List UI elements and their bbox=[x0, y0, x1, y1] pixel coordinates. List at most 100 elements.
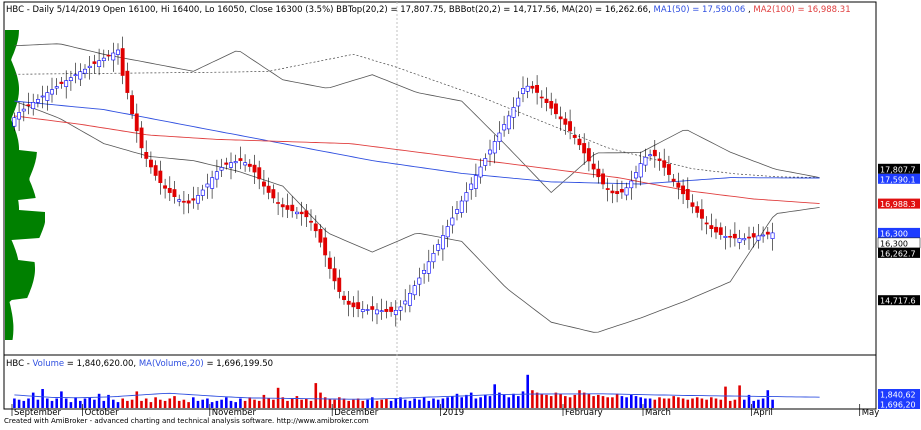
candle-body-up bbox=[422, 269, 426, 274]
candle-body-up bbox=[464, 192, 469, 202]
candle-body-down bbox=[671, 178, 676, 182]
candle bbox=[483, 153, 488, 171]
candle bbox=[601, 168, 606, 190]
candle-body-down bbox=[610, 190, 615, 194]
candle-body-up bbox=[469, 183, 474, 190]
candle bbox=[445, 219, 450, 248]
candle bbox=[596, 160, 601, 184]
candle-body-up bbox=[440, 235, 445, 250]
candle bbox=[398, 300, 403, 321]
candle bbox=[257, 160, 262, 190]
candle-body-down bbox=[384, 308, 389, 312]
candle bbox=[469, 177, 474, 200]
candle-body-down bbox=[718, 227, 723, 235]
candle bbox=[224, 157, 229, 170]
price-label-text: 16,262.7 bbox=[880, 249, 916, 258]
candle-body-down bbox=[596, 168, 601, 178]
candle bbox=[92, 54, 97, 74]
candle bbox=[765, 227, 770, 240]
candle-body-up bbox=[398, 306, 403, 311]
candle bbox=[619, 180, 624, 199]
candle-body-up bbox=[487, 149, 492, 155]
candle-body-up bbox=[214, 171, 219, 180]
candle bbox=[577, 134, 582, 150]
candle-body-up bbox=[629, 180, 634, 189]
candle-body-up bbox=[450, 217, 455, 226]
candle-body-up bbox=[21, 108, 26, 112]
candle bbox=[704, 216, 709, 235]
candle-body-down bbox=[323, 237, 328, 256]
candle-body-down bbox=[134, 113, 139, 132]
candle bbox=[318, 224, 323, 248]
candle-body-up bbox=[101, 57, 106, 61]
candle bbox=[389, 302, 394, 317]
candle-body-down bbox=[327, 257, 332, 269]
candle bbox=[530, 81, 535, 94]
candle bbox=[97, 48, 102, 76]
volume-ma-header-label: MA(Volume,20) bbox=[139, 359, 204, 369]
candle-body-up bbox=[78, 71, 83, 80]
volume-header-label: Volume bbox=[32, 359, 64, 369]
candle-body-down bbox=[662, 160, 667, 168]
volume-panel-frame bbox=[3, 354, 877, 410]
candle bbox=[200, 184, 205, 201]
volume-label: 1,696,20 bbox=[878, 399, 920, 410]
volume-label-box bbox=[878, 389, 920, 399]
candle bbox=[266, 177, 271, 200]
candle-body-down bbox=[601, 173, 606, 185]
candle-body-up bbox=[64, 80, 69, 87]
candle bbox=[346, 291, 351, 317]
candle bbox=[473, 163, 478, 197]
candle-body-up bbox=[412, 285, 417, 296]
candle bbox=[370, 296, 375, 322]
candle bbox=[586, 141, 591, 172]
candle-body-down bbox=[728, 236, 733, 238]
candle-body-down bbox=[544, 98, 549, 103]
candle-body-down bbox=[224, 162, 229, 165]
candle-body-up bbox=[516, 97, 521, 107]
candle bbox=[21, 102, 26, 122]
candle-body-up bbox=[643, 156, 648, 166]
candle bbox=[718, 222, 723, 240]
candle-body-up bbox=[97, 60, 102, 68]
price-label: 17,590.1 bbox=[878, 173, 920, 184]
candle-body-down bbox=[535, 85, 540, 93]
candle-body-up bbox=[40, 95, 45, 98]
ma50-line bbox=[14, 100, 820, 185]
candle bbox=[172, 181, 177, 204]
volume-profile-shape bbox=[5, 30, 45, 340]
candle-body-up bbox=[233, 161, 238, 164]
candle-body-up bbox=[393, 309, 398, 315]
candle bbox=[101, 49, 106, 68]
candle-body-down bbox=[591, 163, 596, 170]
candle-body-up bbox=[478, 166, 483, 178]
candle bbox=[761, 226, 766, 243]
candle-body-down bbox=[247, 163, 252, 167]
candle-body-down bbox=[356, 302, 361, 309]
candle bbox=[111, 42, 116, 72]
price-label-text: 17,807.7 bbox=[880, 165, 916, 174]
candle bbox=[629, 170, 634, 200]
candle bbox=[125, 62, 130, 100]
candle-body-up bbox=[360, 309, 365, 312]
candle bbox=[144, 140, 149, 167]
candle-body-up bbox=[116, 49, 120, 55]
date-tick-label: May bbox=[862, 408, 880, 418]
candle-body-down bbox=[563, 118, 568, 125]
candle bbox=[252, 154, 257, 184]
candle-body-down bbox=[586, 148, 591, 162]
candle-body-down bbox=[266, 185, 271, 193]
candle-body-down bbox=[125, 70, 130, 93]
candle bbox=[709, 213, 714, 238]
candle-body-down bbox=[290, 204, 295, 212]
candle bbox=[666, 155, 671, 182]
candle bbox=[327, 251, 332, 279]
candle-body-down bbox=[153, 165, 158, 176]
candle-body-up bbox=[648, 154, 653, 157]
candle bbox=[657, 152, 662, 171]
candle bbox=[68, 70, 73, 91]
candle bbox=[690, 194, 695, 214]
candle-body-up bbox=[492, 141, 497, 154]
candle-body-up bbox=[200, 189, 205, 196]
candle-body-down bbox=[652, 149, 657, 157]
